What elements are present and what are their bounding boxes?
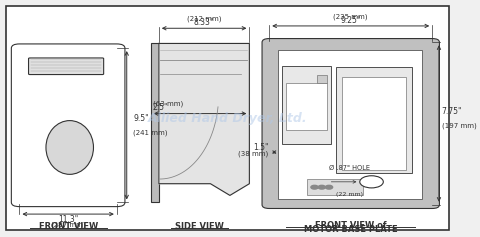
- Text: (241 mm): (241 mm): [133, 129, 168, 136]
- FancyBboxPatch shape: [278, 50, 422, 199]
- Circle shape: [318, 185, 325, 189]
- FancyBboxPatch shape: [307, 179, 363, 195]
- Ellipse shape: [46, 121, 94, 174]
- Circle shape: [360, 176, 384, 188]
- Text: (38 mm): (38 mm): [238, 150, 268, 157]
- FancyBboxPatch shape: [28, 58, 104, 75]
- Text: (22 mm): (22 mm): [336, 192, 363, 197]
- FancyBboxPatch shape: [286, 83, 327, 130]
- Text: 2.5": 2.5": [153, 103, 168, 112]
- Text: 11.3": 11.3": [58, 215, 79, 224]
- FancyBboxPatch shape: [342, 77, 407, 170]
- Polygon shape: [159, 43, 250, 195]
- Text: 9.5": 9.5": [133, 114, 149, 123]
- Text: (63 mm): (63 mm): [153, 100, 183, 107]
- Text: 7.75": 7.75": [442, 107, 462, 116]
- Text: (287 mm): (287 mm): [51, 221, 85, 228]
- Text: MOTOR BASE PLATE: MOTOR BASE PLATE: [304, 225, 397, 234]
- FancyBboxPatch shape: [262, 39, 439, 209]
- Text: (197 mm): (197 mm): [442, 122, 477, 128]
- Text: 9.25": 9.25": [340, 16, 361, 25]
- FancyBboxPatch shape: [336, 67, 412, 173]
- FancyBboxPatch shape: [317, 75, 327, 83]
- FancyBboxPatch shape: [151, 43, 159, 202]
- Text: 8.33": 8.33": [194, 18, 214, 27]
- Text: 1.5": 1.5": [253, 143, 268, 152]
- Text: SIDE VIEW: SIDE VIEW: [175, 222, 224, 231]
- FancyBboxPatch shape: [6, 6, 449, 230]
- Text: FRONT VIEW: FRONT VIEW: [39, 222, 98, 231]
- Circle shape: [325, 185, 333, 189]
- Text: Ø .87" HOLE: Ø .87" HOLE: [329, 165, 371, 171]
- FancyBboxPatch shape: [282, 66, 331, 144]
- FancyBboxPatch shape: [12, 44, 125, 207]
- Circle shape: [311, 185, 318, 189]
- Text: (235 mm): (235 mm): [334, 14, 368, 20]
- Text: FRONT VIEW of: FRONT VIEW of: [315, 221, 386, 230]
- Text: (212 mm): (212 mm): [187, 15, 221, 22]
- Text: Allied Hand Dryer, Ltd.: Allied Hand Dryer, Ltd.: [148, 112, 308, 125]
